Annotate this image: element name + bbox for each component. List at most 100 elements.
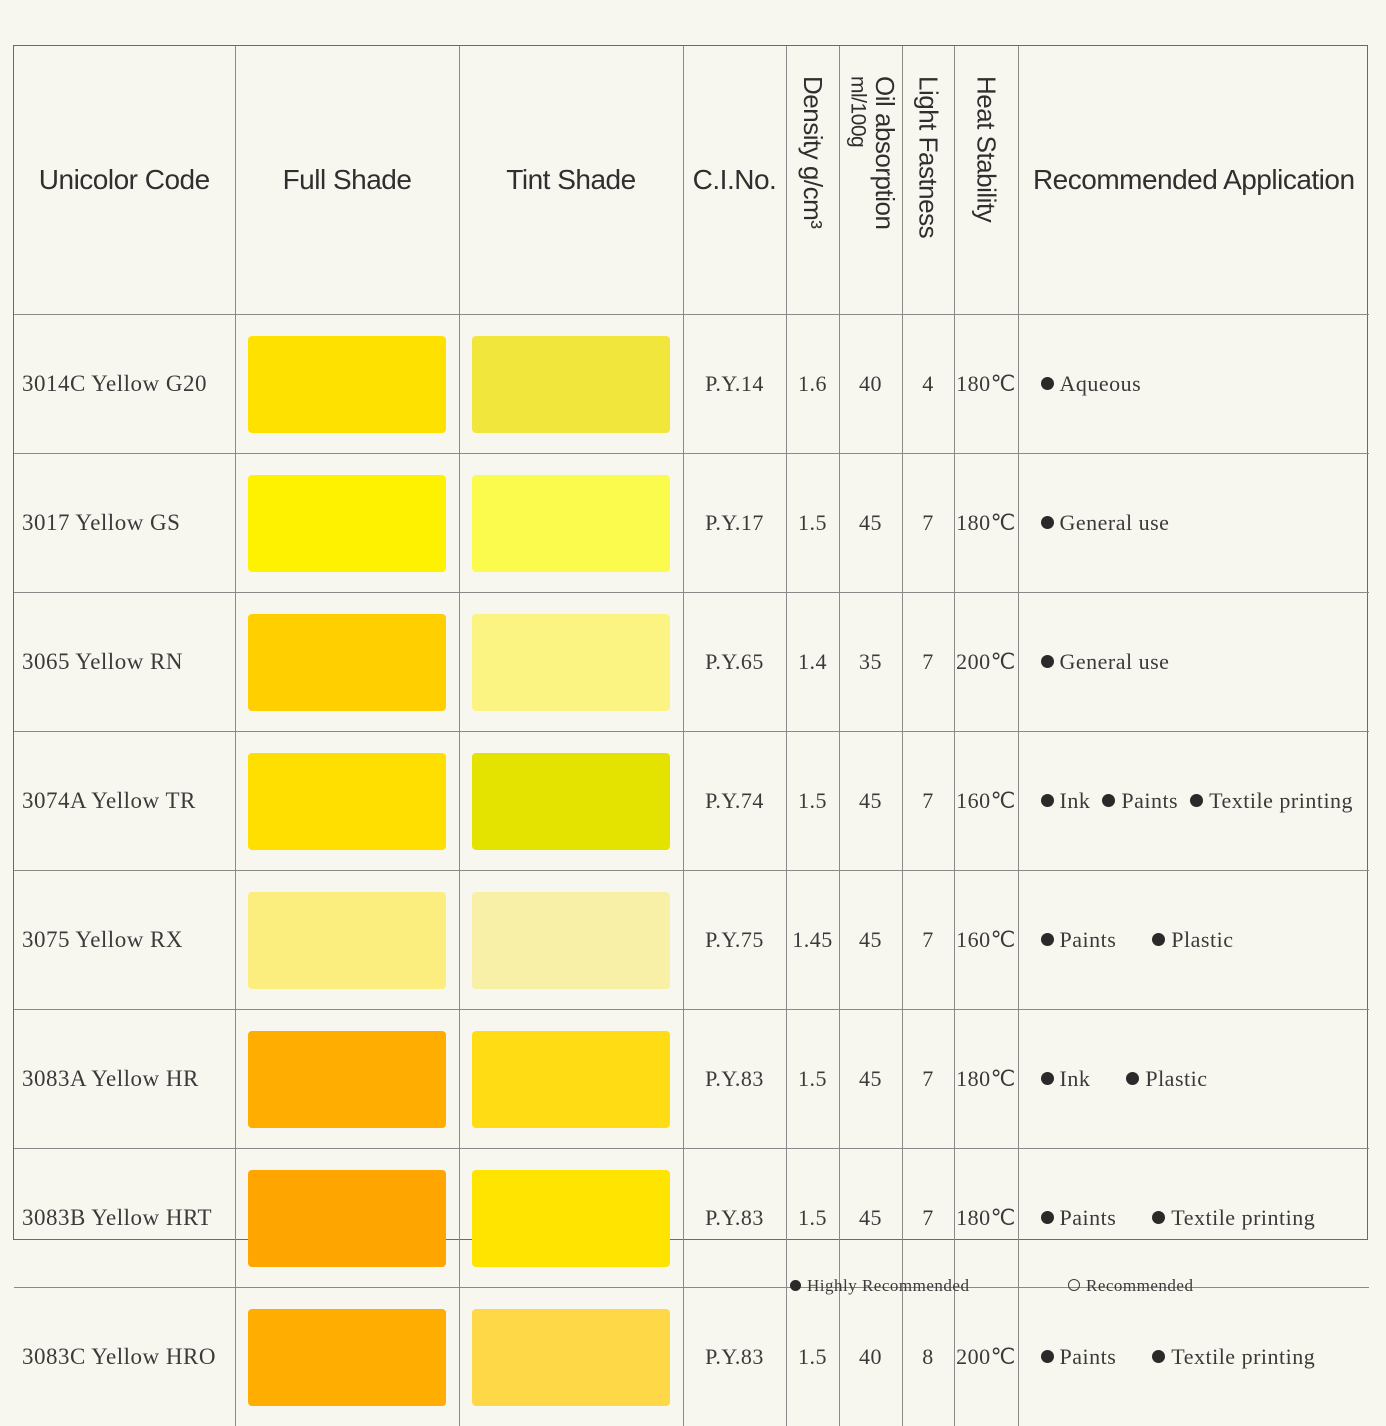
header-code: Unicolor Code [14,46,235,315]
unicolor-code: 3083A Yellow HR [14,1010,235,1149]
oil-absorption-value: 40 [839,1288,902,1426]
light-fastness-value: 7 [902,732,954,871]
application-item: Textile printing [1152,1344,1315,1370]
header-oil-absorption-label: Oil absorption [870,76,900,229]
recommended-application: General use [1018,593,1369,732]
tint-shade-swatch [472,475,670,572]
application-item: Textile printing [1190,788,1353,814]
recommended-application: Aqueous [1018,315,1369,454]
tint-shade-swatch-cell [459,732,683,871]
application-item: Paints [1102,788,1178,814]
unicolor-code: 3083C Yellow HRO [14,1288,235,1426]
filled-dot-icon [1041,377,1054,390]
application-item: General use [1041,510,1170,536]
oil-absorption-value: 45 [839,454,902,593]
oil-absorption-value: 45 [839,871,902,1010]
density-value: 1.5 [786,732,839,871]
full-shade-swatch-cell [235,1149,459,1288]
tint-shade-swatch-cell [459,871,683,1010]
tint-shade-swatch [472,614,670,711]
full-shade-swatch [248,1309,446,1406]
full-shade-swatch [248,475,446,572]
tint-shade-swatch [472,892,670,989]
header-density: Density g/cm³ [799,76,826,228]
header-heat-cell: Heat Stability [954,46,1018,315]
light-fastness-value: 7 [902,593,954,732]
filled-dot-icon [1152,1350,1165,1363]
application-item: Plastic [1126,1066,1207,1092]
filled-dot-icon [1152,933,1165,946]
filled-dot-icon [1041,1072,1054,1085]
tint-shade-swatch [472,1031,670,1128]
application-item: Ink [1041,1066,1091,1092]
recommended-application: Ink Plastic [1018,1010,1369,1149]
tint-shade-swatch [472,1309,670,1406]
light-fastness-value: 7 [902,871,954,1010]
oil-absorption-value: 45 [839,1149,902,1288]
tint-shade-swatch [472,1170,670,1267]
unicolor-code: 3074A Yellow TR [14,732,235,871]
full-shade-swatch-cell [235,1010,459,1149]
light-fastness-value: 4 [902,315,954,454]
light-fastness-value: 7 [902,1149,954,1288]
unicolor-code: 3083B Yellow HRT [14,1149,235,1288]
recommended-application: Ink Paints Textile printing [1018,732,1369,871]
header-row: Unicolor Code Full Shade Tint Shade C.I.… [14,46,1369,315]
full-shade-swatch [248,1031,446,1128]
application-item: Ink [1041,788,1091,814]
heat-stability-value: 180℃ [954,1149,1018,1288]
unicolor-code: 3065 Yellow RN [14,593,235,732]
pigment-table: Unicolor Code Full Shade Tint Shade C.I.… [14,46,1369,1426]
application-item: Textile printing [1152,1205,1315,1231]
oil-absorption-value: 45 [839,732,902,871]
header-light-cell: Light Fastness [902,46,954,315]
application-label: Ink [1060,788,1091,813]
application-label: General use [1060,649,1170,674]
tint-shade-swatch-cell [459,315,683,454]
application-item: General use [1041,649,1170,675]
full-shade-swatch [248,892,446,989]
application-label: Aqueous [1060,371,1142,396]
density-value: 1.5 [786,1149,839,1288]
filled-dot-icon [1041,794,1054,807]
application-item: Paints [1041,1205,1117,1231]
heat-stability-value: 160℃ [954,732,1018,871]
full-shade-swatch [248,1170,446,1267]
light-fastness-value: 7 [902,454,954,593]
light-fastness-value: 7 [902,1010,954,1149]
heat-stability-value: 160℃ [954,871,1018,1010]
density-value: 1.45 [786,871,839,1010]
application-label: Textile printing [1209,788,1353,813]
unicolor-code: 3017 Yellow GS [14,454,235,593]
header-ci-no: C.I.No. [683,46,786,315]
filled-dot-icon [1041,933,1054,946]
ci-number: P.Y.17 [683,454,786,593]
tint-shade-swatch [472,753,670,850]
recommended-application: Paints Textile printing [1018,1149,1369,1288]
full-shade-swatch-cell [235,1288,459,1426]
ci-number: P.Y.74 [683,732,786,871]
tint-shade-swatch-cell [459,454,683,593]
full-shade-swatch [248,753,446,850]
header-tint-shade: Tint Shade [459,46,683,315]
legend-recommended-label: Recommended [1086,1276,1193,1295]
header-oil-absorption-unit: ml/100g [847,76,870,147]
application-label: General use [1060,510,1170,535]
unicolor-code: 3075 Yellow RX [14,871,235,1010]
filled-dot-icon [1152,1211,1165,1224]
tint-shade-swatch-cell [459,1288,683,1426]
application-label: Paints [1060,1205,1117,1230]
density-value: 1.5 [786,454,839,593]
application-label: Plastic [1145,1066,1207,1091]
recommended-application: General use [1018,454,1369,593]
application-label: Paints [1121,788,1178,813]
